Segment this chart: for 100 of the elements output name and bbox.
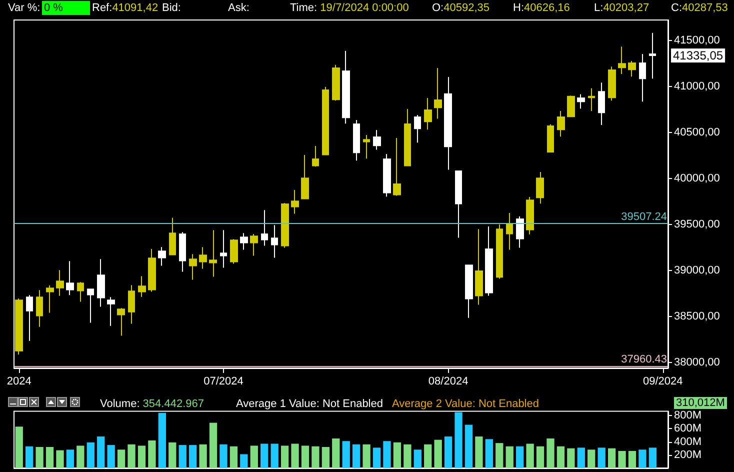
bar xyxy=(168,442,176,468)
candlestick xyxy=(138,276,146,298)
bar xyxy=(76,446,84,468)
text: Var %: xyxy=(8,2,40,14)
bar xyxy=(332,438,340,468)
bar xyxy=(36,447,44,468)
candlestick xyxy=(485,226,493,296)
candlestick xyxy=(455,170,462,238)
candlestick xyxy=(424,97,432,130)
text: H:40626,16 xyxy=(513,2,570,14)
bar xyxy=(567,448,575,468)
y-tick-label: 800M xyxy=(674,410,702,422)
candlestick xyxy=(598,82,605,126)
text: Ref:41091,42 xyxy=(92,2,158,14)
bar xyxy=(230,446,238,468)
candlestick xyxy=(312,146,319,168)
bar xyxy=(577,448,585,468)
bar xyxy=(362,444,370,468)
candlestick xyxy=(577,94,585,110)
bar xyxy=(638,450,646,468)
ref-line-label: 39507.24 xyxy=(621,211,667,224)
bar xyxy=(464,424,473,468)
bar xyxy=(280,446,289,468)
bar xyxy=(496,443,504,468)
bar xyxy=(209,422,218,468)
candlestick xyxy=(301,154,309,200)
candlestick xyxy=(291,190,299,214)
candlestick xyxy=(158,246,166,266)
bar xyxy=(188,445,197,468)
candlestick xyxy=(281,202,289,248)
x-tick-label: 07/2024 xyxy=(204,376,244,388)
candlestick xyxy=(87,288,94,324)
y-tick-label: 40500,00 xyxy=(674,126,720,138)
candlestick xyxy=(77,282,84,302)
candlestick xyxy=(271,224,278,258)
candlestick xyxy=(342,50,350,124)
candlestick xyxy=(332,64,340,102)
candlestick xyxy=(46,284,54,314)
bar xyxy=(322,447,330,468)
candlestick xyxy=(516,216,524,248)
bar xyxy=(485,439,494,468)
bar xyxy=(128,444,136,468)
candlestick xyxy=(628,60,636,78)
y-tick-label: 400M xyxy=(674,436,702,448)
bar xyxy=(178,445,186,468)
bar xyxy=(148,440,156,468)
candlestick xyxy=(618,46,626,74)
candlestick xyxy=(404,108,411,166)
candlestick xyxy=(240,232,248,250)
bar xyxy=(618,450,626,468)
bar xyxy=(608,448,616,468)
text: Ask: xyxy=(228,2,250,14)
text: 0 % xyxy=(42,1,90,15)
y-tick-label: 39500,00 xyxy=(674,218,720,230)
y-tick-label: 200M xyxy=(674,448,702,461)
candlestick xyxy=(230,238,238,264)
text: L:40203,27 xyxy=(594,2,650,14)
candlestick xyxy=(261,210,268,246)
candlestick xyxy=(148,248,156,292)
candlestick xyxy=(608,66,616,102)
text: Average 1 Value: Not Enabled xyxy=(236,398,383,410)
bar xyxy=(393,442,402,468)
y-tick-label: 41500,00 xyxy=(674,34,720,46)
text: 310,012M xyxy=(674,397,727,409)
candlestick xyxy=(220,230,227,268)
candlestick xyxy=(363,134,370,160)
candlestick xyxy=(588,88,595,112)
candlestick xyxy=(250,234,258,256)
bar xyxy=(414,450,422,468)
text: C:40287,53 xyxy=(671,2,728,14)
bar xyxy=(25,446,34,468)
candlestick xyxy=(128,284,135,324)
bar xyxy=(301,446,310,468)
x-tick-label: 2024 xyxy=(6,376,32,388)
bar xyxy=(506,446,514,468)
bar xyxy=(475,436,483,468)
text: 41335,05 xyxy=(673,48,724,62)
bar xyxy=(372,448,381,468)
x-tick-label: 09/2024 xyxy=(643,376,683,388)
bar xyxy=(454,412,462,468)
bar xyxy=(588,450,596,468)
bar xyxy=(556,446,565,468)
bar xyxy=(56,450,64,468)
bar xyxy=(444,436,452,468)
y-tick-label: 38000,00 xyxy=(674,356,720,368)
y-tick-label: 40000,00 xyxy=(674,172,720,184)
candlestick xyxy=(15,298,23,355)
candlestick xyxy=(649,32,656,80)
y-tick-label: 39000,00 xyxy=(674,264,720,276)
bar xyxy=(250,446,258,468)
candlestick xyxy=(209,230,217,278)
candlestick xyxy=(547,124,554,153)
y-tick-label: 41000,00 xyxy=(674,80,720,92)
candlestick xyxy=(199,246,207,270)
bar xyxy=(107,445,115,468)
bar xyxy=(240,454,248,468)
candlestick xyxy=(97,258,105,308)
candlestick xyxy=(536,171,544,204)
bar xyxy=(526,444,534,468)
candlestick xyxy=(169,217,176,256)
